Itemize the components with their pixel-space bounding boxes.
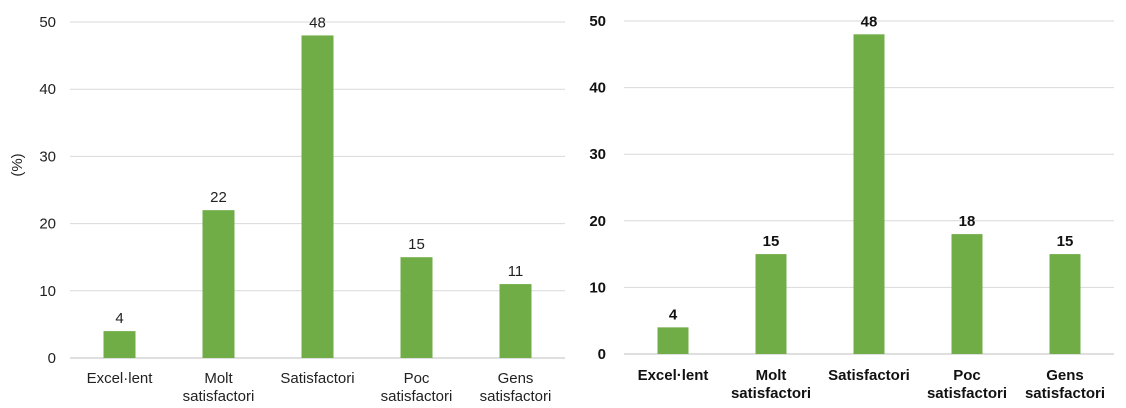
- chart1-category-label: satisfactori: [927, 385, 1007, 402]
- chart0-category-label: Satisfactori: [280, 370, 354, 387]
- chart1-category-label: Poc: [953, 367, 981, 384]
- chart1-y-tick-label: 0: [598, 346, 606, 363]
- chart-right: 0 10 20 30 40 50 4 Excel·lent 15 Molt satisfactori…: [576, 0, 1126, 408]
- chart0-data-label: 15: [408, 236, 425, 253]
- chart0-data-label: 11: [508, 263, 524, 280]
- chart0-category-label: satisfactori: [480, 388, 552, 405]
- chart1-category-label: Excel·lent: [638, 367, 709, 384]
- chart1-category-label: satisfactori: [731, 385, 811, 402]
- chart0-bar: [301, 35, 334, 358]
- chart0-data-label: 4: [115, 310, 123, 327]
- chart0-bar: [103, 331, 136, 358]
- chart0-y-tick-label: 50: [39, 14, 56, 31]
- chart0-y-axis-label: (%): [9, 153, 26, 176]
- chart0-category-label: Excel·lent: [87, 370, 154, 387]
- chart0-y-tick-label: 40: [39, 81, 56, 98]
- chart0-y-tick-label: 30: [39, 148, 56, 165]
- chart1-category-label: satisfactori: [1025, 385, 1105, 402]
- chart-left: 0 10 20 30 40 50 (%) 4 Excel·lent 22 Molt satisfact…: [9, 14, 565, 405]
- chart1-data-label: 4: [669, 306, 678, 323]
- chart1-data-label: 15: [1057, 233, 1074, 250]
- chart-right-svg: 010203040504Excel·lent15Moltsatisfactori…: [589, 13, 1114, 402]
- chart0-bar: [499, 284, 532, 358]
- chart1-data-label: 18: [959, 213, 976, 230]
- chart1-y-tick-label: 30: [589, 146, 606, 163]
- chart1-bar: [657, 327, 689, 354]
- chart1-y-tick-label: 40: [589, 80, 606, 97]
- chart1-data-label: 15: [763, 233, 780, 250]
- chart0-bar: [400, 257, 433, 358]
- chart1-bar: [1049, 254, 1081, 354]
- chart0-category-label: Gens: [498, 370, 534, 387]
- chart1-category-label: Gens: [1046, 367, 1084, 384]
- chart1-category-label: Satisfactori: [828, 367, 910, 384]
- chart0-data-label: 22: [210, 189, 227, 206]
- chart-left-svg: 01020304050(%)4Excel·lent22Moltsatisfact…: [9, 14, 565, 405]
- chart1-y-tick-label: 10: [589, 279, 606, 296]
- chart0-y-tick-label: 10: [39, 283, 56, 300]
- chart1-y-tick-label: 50: [589, 13, 606, 30]
- chart1-bar: [755, 254, 787, 354]
- chart0-y-tick-label: 20: [39, 216, 56, 233]
- chart0-data-label: 48: [309, 14, 326, 31]
- chart0-category-label: Molt: [204, 370, 233, 387]
- chart0-bar: [202, 210, 235, 358]
- chart1-data-label: 48: [861, 13, 878, 30]
- chart1-category-label: Molt: [756, 367, 787, 384]
- chart0-category-label: Poc: [404, 370, 430, 387]
- chart1-y-tick-label: 20: [589, 213, 606, 230]
- chart0-category-label: satisfactori: [183, 388, 255, 405]
- chart0-y-tick-label: 0: [48, 350, 56, 367]
- chart1-bar: [951, 234, 983, 354]
- chart1-bar: [853, 34, 885, 354]
- chart0-category-label: satisfactori: [381, 388, 453, 405]
